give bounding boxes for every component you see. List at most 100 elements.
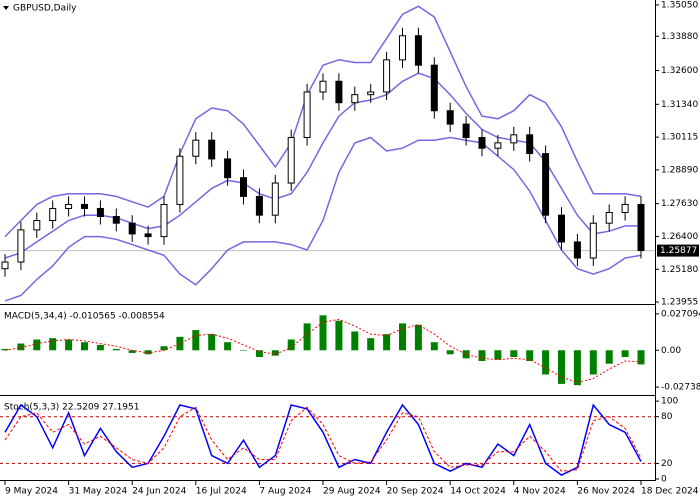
x-tick-label: 24 Jun 2024: [132, 487, 186, 497]
candle-body: [1, 261, 9, 270]
macd-bar: [367, 338, 375, 351]
y-tick-label: 1.28890: [661, 165, 698, 175]
macd-bar: [446, 350, 454, 355]
macd-bar: [33, 339, 41, 351]
stoch-signal: [4, 406, 642, 472]
macd-bar: [112, 348, 120, 351]
macd-bar: [621, 350, 629, 357]
candle-body: [176, 155, 184, 205]
macd-signal: [4, 318, 642, 384]
candle-body: [478, 137, 486, 149]
macd-bar: [510, 350, 518, 357]
candle-body: [526, 134, 534, 155]
candle-body: [462, 123, 470, 139]
x-tick-label: 31 May 2024: [69, 487, 128, 497]
y-tick-label: 1.32600: [661, 66, 698, 76]
candle-body: [128, 222, 136, 235]
macd-bar: [49, 338, 57, 351]
macd-bar: [542, 350, 550, 375]
candle-body: [192, 139, 200, 157]
macd-bar: [494, 350, 502, 360]
candle-body: [144, 233, 152, 238]
x-tick-label: 26 Nov 2024: [577, 487, 635, 497]
macd-bar: [414, 324, 422, 351]
candle-body: [367, 91, 375, 96]
candle-body: [558, 214, 565, 243]
x-tick-label: 20 Sep 2024: [387, 487, 444, 497]
macd-bar: [526, 350, 534, 362]
candle-body: [208, 139, 216, 160]
macd-bar: [255, 350, 263, 357]
candle-body: [271, 182, 279, 216]
y-tick-label: 1.27630: [661, 199, 698, 209]
macd-bar: [81, 342, 88, 351]
macd-bar: [335, 320, 343, 351]
macd-bar: [192, 330, 200, 351]
symbol-menu-icon[interactable]: [3, 6, 9, 10]
bollinger-band: [4, 72, 641, 259]
macd-bar: [303, 323, 311, 351]
candle-body: [240, 177, 247, 197]
macd-bar: [160, 346, 168, 351]
current-price-label: 1.25877: [660, 246, 697, 256]
candle-body: [383, 59, 391, 93]
macd-bar: [224, 342, 232, 351]
macd-bar: [271, 350, 279, 356]
y-tick-label: 0.027094: [661, 309, 700, 319]
macd-bar: [96, 344, 104, 351]
macd-bar: [17, 343, 25, 351]
bollinger-band: [4, 136, 642, 302]
bollinger-band: [4, 5, 642, 238]
candle-body: [542, 153, 550, 216]
y-tick-label: 1.35050: [661, 0, 698, 10]
candle-body: [351, 94, 359, 104]
x-tick-label: 4 Nov 2024: [514, 487, 566, 497]
candle-body: [589, 222, 597, 259]
candle-body: [255, 195, 263, 216]
candle-body: [160, 203, 168, 238]
y-tick-label: 1.30115: [661, 133, 698, 143]
y-tick-label: 0: [661, 475, 667, 485]
macd-bar: [558, 350, 565, 384]
macd-bar: [589, 350, 597, 375]
candle-body: [17, 229, 25, 263]
candle-body: [621, 203, 629, 213]
candle-body: [637, 203, 645, 252]
macd-bar: [351, 331, 359, 351]
y-tick-label: 1.23955: [661, 298, 698, 308]
candle-body: [399, 35, 406, 61]
y-tick-label: 1.26400: [661, 232, 698, 242]
y-tick-label: 1.31340: [661, 100, 698, 110]
candle-body: [224, 158, 232, 179]
candle-body: [446, 110, 454, 125]
macd-title: MACD(5,34,4) -0.010565 -0.008554: [4, 312, 165, 322]
candle-body: [81, 203, 88, 209]
x-tick-label: 7 Aug 2024: [259, 487, 311, 497]
candle-body: [319, 80, 327, 93]
macd-bar: [478, 350, 486, 362]
candle-body: [510, 134, 518, 144]
macd-bar: [605, 350, 613, 364]
current-price-box: [657, 244, 699, 257]
macd-bar: [208, 334, 216, 351]
y-tick-label: 1.25180: [661, 265, 698, 275]
candle-body: [33, 220, 41, 231]
candle-body: [287, 137, 295, 184]
macd-bar: [128, 350, 136, 353]
stoch-main: [4, 403, 642, 476]
candle-body: [65, 203, 73, 209]
macd-bar: [144, 350, 152, 355]
x-tick-label: 9 May 2024: [5, 487, 58, 497]
candle-body: [96, 207, 104, 218]
y-tick-label: 1.33880: [661, 32, 698, 42]
stoch-title: Stoch(5,3,3) 22.5209 27.1951: [4, 403, 139, 413]
macd-bar: [176, 336, 184, 351]
macd-bar: [319, 315, 327, 351]
macd-bar: [399, 323, 406, 351]
candle-body: [573, 241, 581, 259]
candle-body: [605, 211, 613, 224]
candle-body: [494, 142, 502, 149]
